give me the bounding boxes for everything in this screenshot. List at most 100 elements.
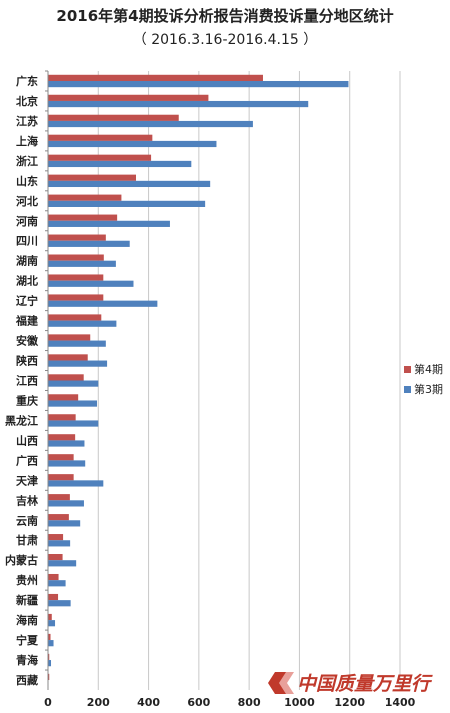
category-label: 安徽 (16, 334, 39, 348)
category-label: 重庆 (16, 393, 38, 407)
category-label: 内蒙古 (5, 553, 38, 567)
category-label: 山东 (16, 174, 38, 188)
category-label: 天津 (16, 473, 38, 487)
chart-subtitle: （ 2016.3.16-2016.4.15 ） (133, 32, 317, 48)
bar-series-3 (48, 440, 85, 447)
bar-series-3 (48, 660, 52, 667)
legend-label: 第4期 (414, 362, 443, 376)
bar-series-4 (48, 374, 84, 381)
bar-series-4 (48, 474, 74, 481)
x-tick-label: 0 (44, 696, 52, 709)
bar-series-3 (48, 280, 134, 287)
legend-label: 第3期 (414, 382, 443, 396)
bar-series-4 (48, 334, 91, 341)
category-label: 黑龙江 (5, 413, 38, 427)
bar-series-3 (48, 160, 192, 168)
bar-series-4 (48, 414, 76, 421)
bar-series-4 (48, 514, 69, 521)
category-label: 北京 (16, 94, 38, 108)
category-label: 西藏 (16, 673, 38, 687)
category-label: 云南 (16, 513, 38, 527)
bar-series-4 (48, 653, 50, 661)
chart-title: 2016年第4期投诉分析报告消费投诉量分地区统计 (56, 7, 393, 25)
x-tick-label: 1200 (334, 696, 365, 709)
bar-series-3 (48, 340, 106, 347)
bar-series-4 (48, 234, 106, 241)
bar-series-3 (48, 640, 54, 647)
bar-series-3 (48, 380, 99, 387)
bar-series-3 (48, 200, 206, 207)
bar-series-4 (48, 254, 104, 261)
bar-series-3 (48, 420, 99, 427)
x-tick-label: 400 (137, 696, 160, 709)
category-label: 海南 (16, 613, 38, 627)
watermark-text: 中国质量万里行 (297, 673, 433, 695)
watermark: 中国质量万里行 (268, 672, 433, 695)
bar-series-4 (48, 673, 50, 681)
bar-series-4 (48, 394, 79, 401)
category-label: 甘肃 (16, 533, 38, 547)
legend-swatch (404, 386, 411, 393)
bar-series-4 (48, 174, 136, 181)
bar-series-4 (48, 74, 263, 81)
bar-series-4 (48, 434, 76, 441)
bar-series-4 (48, 294, 104, 301)
category-label: 青海 (16, 653, 38, 667)
bar-series-3 (48, 300, 158, 307)
logo-chevron-icon (268, 672, 294, 694)
bar-series-4 (48, 134, 153, 141)
category-label: 贵州 (16, 573, 38, 587)
x-tick-label: 1000 (284, 696, 315, 709)
category-label: 河南 (16, 214, 38, 228)
bar-series-3 (48, 600, 71, 607)
bar-series-4 (48, 534, 64, 541)
legend-swatch (404, 366, 411, 373)
bar-series-4 (48, 114, 179, 121)
bar-series-4 (48, 354, 88, 361)
tick-labels: 0 200 400 600 800 1000 1200 1400 (44, 696, 415, 709)
category-label: 宁夏 (16, 633, 39, 647)
category-label: 福建 (15, 314, 39, 328)
bar-series-3 (48, 220, 170, 227)
bar-series-4 (48, 214, 118, 221)
bar-series-3 (48, 620, 56, 627)
bar-series-3 (48, 580, 66, 587)
bar-series-3 (48, 460, 86, 467)
bar-series-4 (48, 454, 74, 461)
bar-series-4 (48, 593, 59, 601)
category-label: 江苏 (16, 114, 38, 128)
x-tick-label: 800 (238, 696, 261, 709)
x-tick-label: 1400 (385, 696, 416, 709)
bars (48, 74, 349, 681)
bar-series-4 (48, 154, 152, 161)
bar-series-3 (48, 240, 130, 247)
bar-series-3 (48, 480, 104, 487)
axes (45, 70, 49, 690)
category-label: 辽宁 (16, 294, 38, 308)
bar-series-3 (48, 260, 116, 267)
bar-series-4 (48, 633, 51, 641)
bar-series-4 (48, 274, 104, 281)
category-label: 广东 (16, 74, 38, 88)
category-label: 山西 (16, 433, 38, 447)
bar-series-4 (48, 194, 122, 201)
category-label: 江西 (16, 374, 38, 388)
category-label: 四川 (16, 235, 38, 248)
bar-series-3 (48, 540, 71, 547)
category-label: 吉林 (16, 493, 38, 507)
bar-series-4 (48, 494, 70, 501)
bar-series-3 (48, 400, 98, 407)
category-labels: 广东北京江苏上海浙江山东河北河南四川湖南湖北辽宁福建安徽陕西江西重庆黑龙江山西广… (5, 74, 39, 687)
bar-series-3 (48, 100, 309, 108)
bar-series-4 (48, 314, 102, 321)
x-tick-label: 200 (87, 696, 110, 709)
category-label: 浙江 (16, 154, 38, 168)
category-label: 湖南 (16, 254, 38, 268)
bar-series-3 (48, 500, 84, 507)
bar-series-3 (48, 560, 77, 567)
x-tick-label: 600 (187, 696, 210, 709)
bar-series-3 (48, 520, 81, 527)
bar-series-3 (48, 180, 211, 188)
